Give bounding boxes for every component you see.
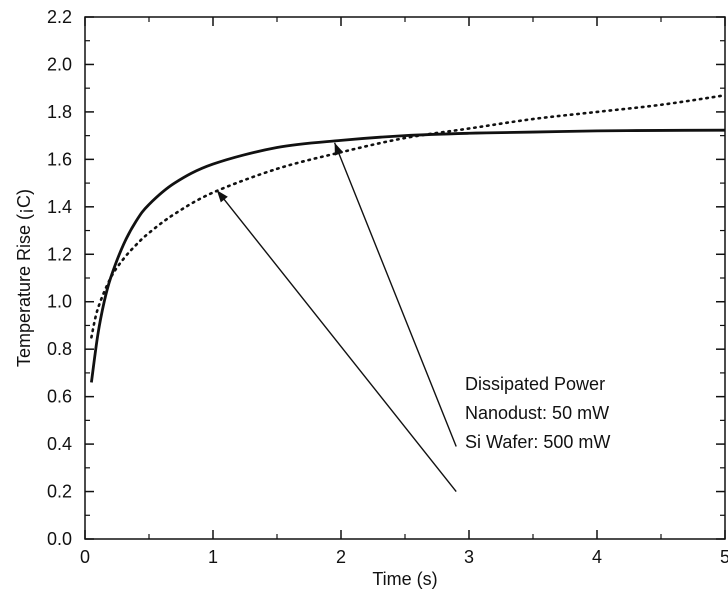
annotation-arrows (216, 142, 457, 492)
y-tick-label: 2.2 (47, 7, 72, 27)
y-tick-label: 0.4 (47, 434, 72, 454)
y-axis-label: Temperature Rise (¡C) (14, 189, 34, 367)
x-axis-label: Time (s) (372, 569, 437, 589)
y-tick-label: 1.0 (47, 292, 72, 312)
x-tick-label: 3 (464, 547, 474, 567)
ticks-layer: 0 1 2 3 4 5 0.0 0.2 0.4 0.6 0.8 1.0 1.2 1.4 1.6 1.8 2.0 2… (47, 7, 728, 567)
x-tick-label: 4 (592, 547, 602, 567)
y-tick-label: 1.2 (47, 244, 72, 264)
x-tick-label: 2 (336, 547, 346, 567)
y-tick-label: 1.4 (47, 197, 72, 217)
y-tick-label: 0.6 (47, 387, 72, 407)
series-layer (90, 94, 727, 383)
y-tick-label: 0.8 (47, 339, 72, 359)
y-tick-label: 0.2 (47, 482, 72, 502)
annotation-arrow-1 (333, 142, 457, 447)
x-tick-label: 0 (80, 547, 90, 567)
x-tick-label: 1 (208, 547, 218, 567)
plot-frame (84, 16, 726, 540)
annotation-arrowhead-1 (334, 142, 344, 156)
y-tick-label: 0.0 (47, 529, 72, 549)
x-tick-label: 5 (720, 547, 728, 567)
annotation-arrowhead-2 (216, 190, 228, 203)
solid-series-line (90, 128, 726, 383)
y-tick-label: 2.0 (47, 54, 72, 74)
annotation-line-1: Dissipated Power (465, 374, 605, 394)
y-tick-label: 1.6 (47, 149, 72, 169)
annotation-line-3: Si Wafer: 500 mW (465, 432, 610, 452)
annotation-arrow-2 (216, 189, 457, 492)
y-tick-label: 1.8 (47, 102, 72, 122)
annotation-line-2: Nanodust: 50 mW (465, 403, 609, 423)
dotted-series-line (90, 94, 727, 339)
